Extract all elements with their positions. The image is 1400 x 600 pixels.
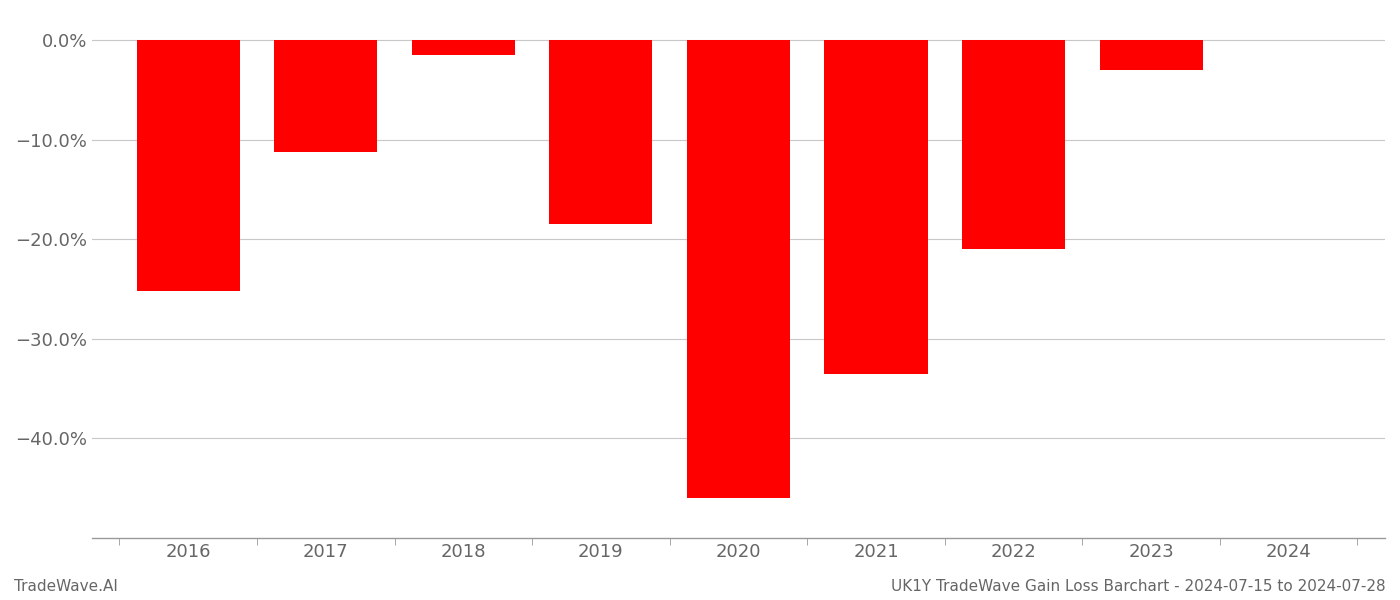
Text: UK1Y TradeWave Gain Loss Barchart - 2024-07-15 to 2024-07-28: UK1Y TradeWave Gain Loss Barchart - 2024…	[892, 579, 1386, 594]
Bar	[825, 40, 928, 374]
Bar	[137, 40, 239, 291]
Bar	[962, 40, 1065, 249]
Bar	[274, 40, 378, 152]
Text: TradeWave.AI: TradeWave.AI	[14, 579, 118, 594]
Bar	[412, 40, 515, 55]
Bar	[687, 40, 790, 498]
Bar	[1099, 40, 1203, 70]
Bar	[549, 40, 652, 224]
